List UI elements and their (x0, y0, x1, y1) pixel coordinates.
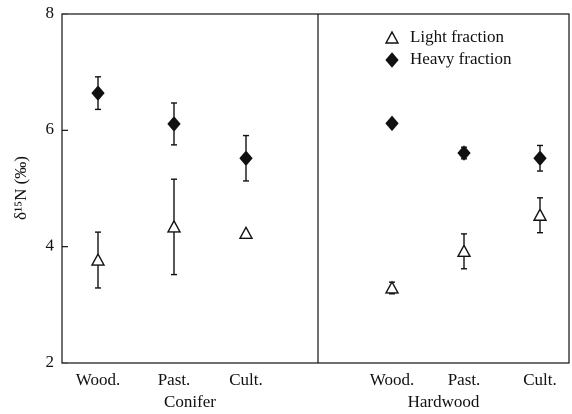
point (532, 207, 548, 221)
legend-marker (385, 52, 399, 68)
y-axis-label: δ¹⁵N (‰) (11, 156, 30, 220)
point (456, 243, 472, 258)
x-tick-label: Cult. (523, 370, 557, 389)
x-tick-label: Wood. (370, 370, 414, 389)
group-label: Hardwood (408, 392, 480, 411)
point (457, 145, 471, 161)
point (385, 115, 399, 132)
point (238, 225, 254, 239)
legend-label: Light fraction (410, 27, 504, 46)
y-tick-label: 4 (46, 236, 55, 255)
group-label: Conifer (164, 392, 216, 411)
plot-frame (61, 13, 570, 364)
point (167, 116, 181, 132)
x-tick-label: Past. (158, 370, 191, 389)
point (533, 150, 547, 167)
point (166, 219, 182, 233)
legend-label: Heavy fraction (410, 49, 512, 68)
point (239, 150, 253, 167)
x-tick-label: Past. (448, 370, 481, 389)
x-tick-label: Cult. (229, 370, 263, 389)
legend-marker (384, 30, 400, 44)
y-tick-label: 2 (46, 352, 55, 371)
point (91, 85, 105, 101)
x-tick-label: Wood. (76, 370, 120, 389)
y-tick-label: 8 (46, 3, 55, 22)
point (384, 280, 400, 294)
point (90, 252, 106, 266)
y-tick-label: 6 (46, 119, 55, 138)
